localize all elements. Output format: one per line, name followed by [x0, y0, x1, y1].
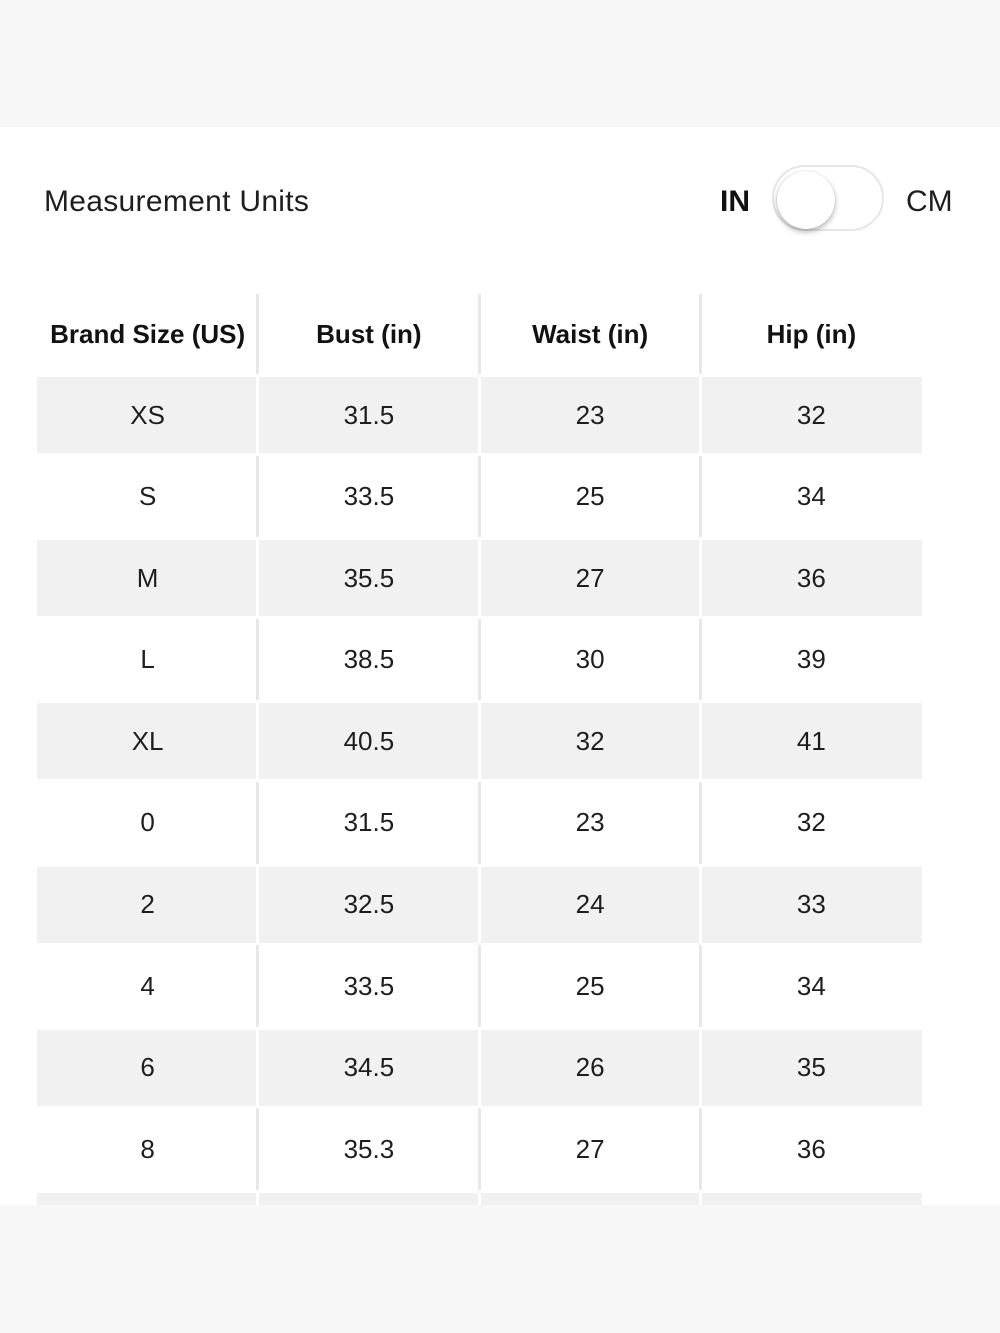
cell-bust: 35.3 [256, 1108, 479, 1191]
bottom-overlay [0, 1205, 1000, 1333]
cell-brand-size: 8 [140, 1133, 155, 1164]
measurement-units-label: Measurement Units [44, 185, 310, 218]
header-bust: Bust (in) [256, 294, 479, 374]
cell-bust: 32.5 [256, 863, 480, 946]
size-chart-table: Brand Size (US) Bust (in) Waist (in) Hip… [37, 294, 922, 1272]
cell-bust: 40.5 [256, 700, 480, 783]
cell-hip: 35 [698, 1026, 922, 1109]
cell-hip: 36 [698, 537, 922, 620]
toggle-knob [777, 171, 835, 229]
cell-waist: 27 [477, 537, 701, 620]
table-header-row: Brand Size (US) Bust (in) Waist (in) Hip… [37, 294, 922, 374]
cell-waist: 27 [477, 1108, 701, 1191]
table-row: M 35.5 27 36 [37, 537, 922, 620]
cell-brand-size: M [37, 540, 259, 617]
cell-hip: 41 [698, 700, 922, 783]
table-row: XL 40.5 32 41 [37, 700, 922, 783]
cell-brand-size: 2 [37, 866, 259, 943]
cell-hip: 34 [698, 945, 922, 1028]
cell-brand-size: XS [37, 377, 259, 453]
cell-brand-size: 0 [140, 807, 155, 838]
cell-bust: 33.5 [256, 945, 479, 1028]
cell-bust: 31.5 [256, 781, 479, 864]
table-row: 8 35.3 27 36 [37, 1108, 922, 1191]
cell-waist: 25 [477, 455, 701, 538]
cell-waist: 23 [477, 781, 701, 864]
cell-hip: 34 [698, 455, 922, 538]
cell-hip: 32 [698, 781, 922, 864]
header-brand-size: Brand Size (US) [50, 318, 246, 349]
table-row: XS 31.5 23 32 [37, 374, 922, 456]
header-hip: Hip (in) [698, 294, 922, 374]
cell-hip: 39 [698, 618, 922, 701]
measurement-units-row: Measurement Units IN CM [0, 127, 1000, 277]
cell-waist: 24 [477, 863, 701, 946]
cell-hip: 32 [698, 374, 922, 456]
cell-brand-size: L [140, 644, 155, 675]
cell-waist: 25 [477, 945, 701, 1028]
cell-waist: 23 [477, 374, 701, 456]
top-overlay [0, 0, 1000, 127]
table-row: 6 34.5 26 35 [37, 1026, 922, 1109]
table-row: S 33.5 25 34 [37, 455, 922, 538]
cell-bust: 31.5 [256, 374, 480, 456]
cell-brand-size: XL [37, 703, 259, 780]
cell-bust: 34.5 [256, 1026, 480, 1109]
table-row: 4 33.5 25 34 [37, 945, 922, 1028]
table-row: 0 31.5 23 32 [37, 781, 922, 864]
cell-brand-size: 4 [140, 970, 155, 1001]
unit-option-cm[interactable]: CM [906, 185, 953, 218]
cell-bust: 33.5 [256, 455, 479, 538]
cell-waist: 32 [477, 700, 701, 783]
cell-hip: 36 [698, 1108, 922, 1191]
unit-option-in[interactable]: IN [720, 185, 750, 218]
table-row: 2 32.5 24 33 [37, 863, 922, 946]
unit-toggle-switch[interactable] [772, 165, 884, 231]
cell-waist: 26 [477, 1026, 701, 1109]
cell-bust: 38.5 [256, 618, 479, 701]
cell-waist: 30 [477, 618, 701, 701]
cell-bust: 35.5 [256, 537, 480, 620]
cell-hip: 33 [698, 863, 922, 946]
cell-brand-size: S [138, 481, 157, 512]
cell-brand-size: 6 [37, 1029, 259, 1106]
header-waist: Waist (in) [477, 294, 701, 374]
table-row: L 38.5 30 39 [37, 618, 922, 701]
